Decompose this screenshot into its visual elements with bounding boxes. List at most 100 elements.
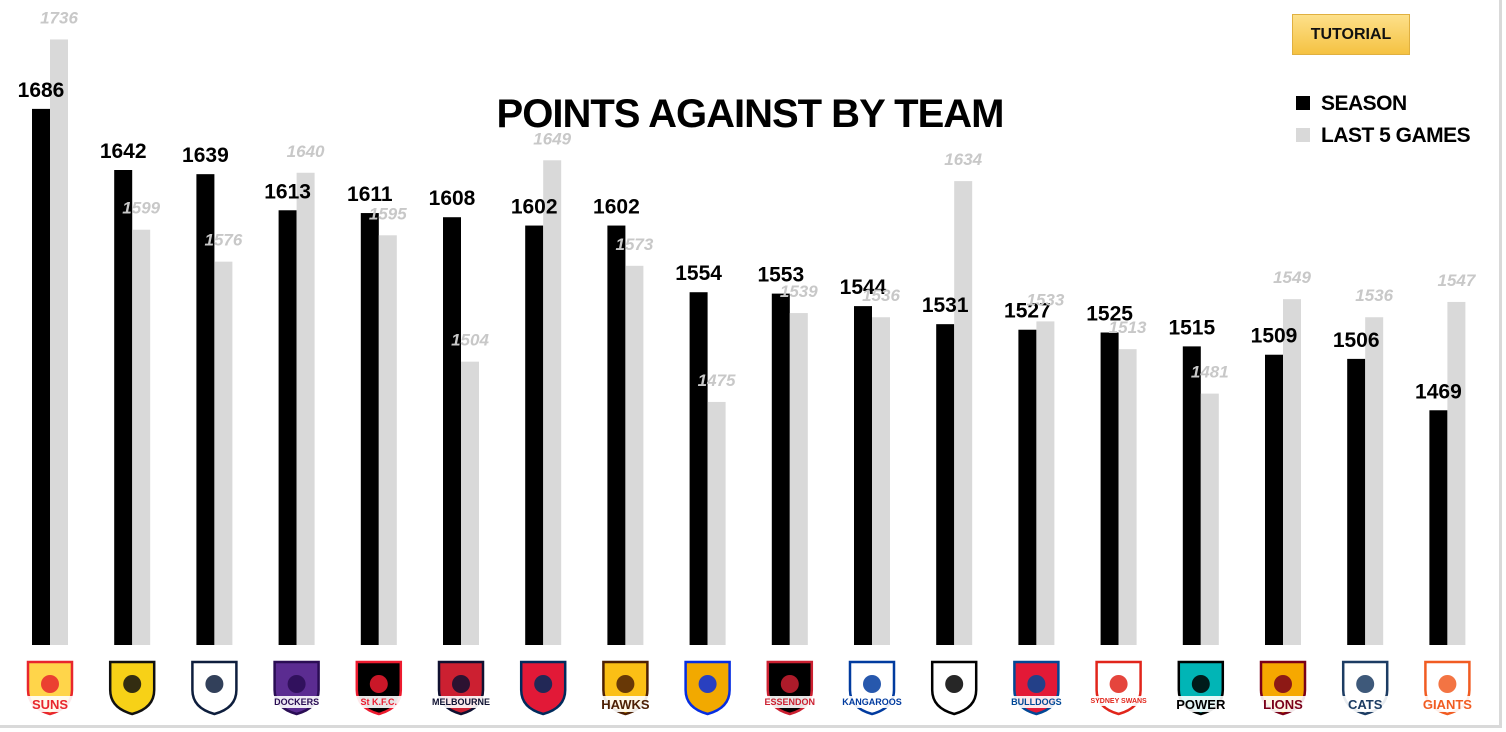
hawks-logo-emblem — [616, 675, 635, 693]
suns-logo-text: SUNS — [32, 697, 68, 712]
bulldogs-logo-emblem — [1027, 675, 1046, 693]
bar-season-hawks — [607, 225, 626, 646]
bar-season-magpies — [936, 324, 955, 645]
label-season-crows: 1602 — [511, 196, 558, 219]
eagles-logo-emblem — [698, 675, 717, 693]
bar-season-tigers — [114, 170, 133, 645]
label-last5-bulldogs: 1533 — [1026, 290, 1064, 309]
label-last5-kangaroos: 1536 — [862, 286, 900, 305]
kangaroos-logo-text: KANGAROOS — [842, 697, 902, 707]
bar-last5-lions — [1283, 299, 1301, 645]
hawks-logo-text-band — [601, 696, 650, 712]
bar-season-blues — [196, 174, 215, 645]
tutorial-button[interactable]: TUTORIAL — [1292, 14, 1410, 55]
label-last5-hawks: 1573 — [615, 235, 653, 254]
bar-last5-power — [1200, 393, 1219, 645]
bar-season-giants — [1429, 410, 1448, 645]
magpies-logo — [930, 660, 978, 716]
bar-last5-cats — [1365, 317, 1384, 645]
saints-logo-text: St K.F.C. — [361, 697, 398, 707]
label-last5-eagles: 1475 — [698, 371, 736, 390]
power-logo-text: POWER — [1176, 697, 1226, 712]
crows-logo — [519, 660, 567, 716]
bar-last5-bulldogs — [1036, 321, 1055, 645]
bar-last5-eagles — [707, 401, 726, 645]
legend-swatch-last5 — [1296, 128, 1310, 142]
crows-logo-emblem — [534, 675, 553, 693]
label-season-essendon: 1553 — [757, 264, 804, 287]
kangaroos-logo: KANGAROOS — [842, 660, 902, 716]
label-season-cats: 1506 — [1333, 329, 1380, 352]
cats-logo-emblem — [1356, 675, 1375, 693]
lions-logo-emblem — [1274, 675, 1292, 693]
blues-logo — [191, 660, 238, 716]
label-season-bulldogs: 1527 — [1004, 300, 1051, 323]
swans-logo-emblem — [1109, 675, 1128, 693]
kangaroos-logo-emblem — [863, 675, 881, 693]
swans-logo-text: SYDNEY SWANS — [1090, 698, 1147, 705]
label-last5-tigers: 1599 — [122, 199, 160, 218]
demons-logo-text-band — [437, 696, 485, 708]
label-season-suns: 1686 — [18, 79, 65, 102]
saints-logo: St K.F.C. — [354, 660, 403, 716]
bar-season-eagles — [689, 292, 708, 645]
bar-last5-crows — [543, 160, 562, 645]
team-logos-row: SUNS DOCKERS St K.F.C. MELBOURNE HAWKS ESSEND… — [26, 660, 1472, 716]
cats-logo: CATS — [1341, 660, 1390, 716]
label-season-eagles: 1554 — [675, 262, 722, 285]
label-season-magpies: 1531 — [922, 294, 969, 317]
suns-logo-emblem — [41, 675, 59, 693]
label-season-saints: 1611 — [347, 183, 393, 206]
hawks-logo-text: HAWKS — [601, 697, 650, 712]
bar-season-saints — [360, 213, 379, 646]
magpies-logo-emblem — [945, 675, 964, 693]
tigers-logo — [108, 660, 156, 716]
bar-season-cats — [1347, 358, 1366, 645]
bulldogs-logo: BULLDOGS — [1011, 660, 1062, 716]
bar-season-kangaroos — [854, 306, 872, 645]
dockers-logo-text-band — [272, 696, 321, 708]
label-last5-demons: 1504 — [451, 331, 489, 350]
label-last5-swans: 1513 — [1109, 318, 1147, 337]
dockers-logo-text: DOCKERS — [274, 697, 319, 707]
essendon-logo-emblem — [780, 675, 799, 693]
essendon-logo-text-band — [765, 696, 814, 708]
label-last5-dockers: 1640 — [287, 142, 325, 161]
label-last5-cats: 1536 — [1355, 286, 1393, 305]
bar-last5-demons — [461, 361, 479, 645]
kangaroos-logo-text-band — [848, 696, 896, 708]
legend-swatch-season — [1296, 96, 1310, 110]
power-logo-emblem — [1191, 675, 1210, 693]
label-season-giants: 1469 — [1415, 380, 1462, 403]
dockers-logo: DOCKERS — [272, 660, 321, 716]
eagles-logo — [684, 660, 731, 716]
label-season-hawks: 1602 — [593, 196, 640, 219]
dockers-logo-emblem — [287, 675, 306, 693]
essendon-logo: ESSENDON — [765, 660, 816, 716]
label-last5-saints: 1595 — [369, 204, 407, 223]
label-last5-lions: 1549 — [1273, 268, 1311, 287]
bar-season-essendon — [771, 293, 790, 645]
demons-logo: MELBOURNE — [432, 660, 490, 716]
label-last5-suns: 1736 — [40, 8, 78, 27]
bar-last5-essendon — [789, 313, 808, 645]
saints-logo-emblem — [369, 675, 388, 693]
label-last5-crows: 1649 — [533, 129, 571, 148]
legend: SEASON LAST 5 GAMES — [1296, 92, 1471, 147]
bar-season-swans — [1100, 332, 1119, 645]
label-season-kangaroos: 1544 — [840, 276, 887, 299]
hawks-logo: HAWKS — [601, 660, 650, 716]
bar-season-bulldogs — [1018, 329, 1037, 645]
bar-last5-suns — [50, 39, 68, 645]
demons-logo-emblem — [452, 675, 470, 693]
essendon-logo-text: ESSENDON — [765, 697, 816, 707]
label-last5-blues: 1576 — [204, 231, 242, 250]
bar-last5-tigers — [132, 229, 151, 645]
bar-last5-saints — [378, 235, 397, 645]
suns-logo-text-band — [26, 696, 74, 712]
bulldogs-logo-text-band — [1012, 696, 1061, 708]
lions-logo: LIONS — [1259, 660, 1307, 716]
label-last5-giants: 1547 — [1437, 271, 1476, 290]
tigers-logo-emblem — [123, 675, 142, 693]
